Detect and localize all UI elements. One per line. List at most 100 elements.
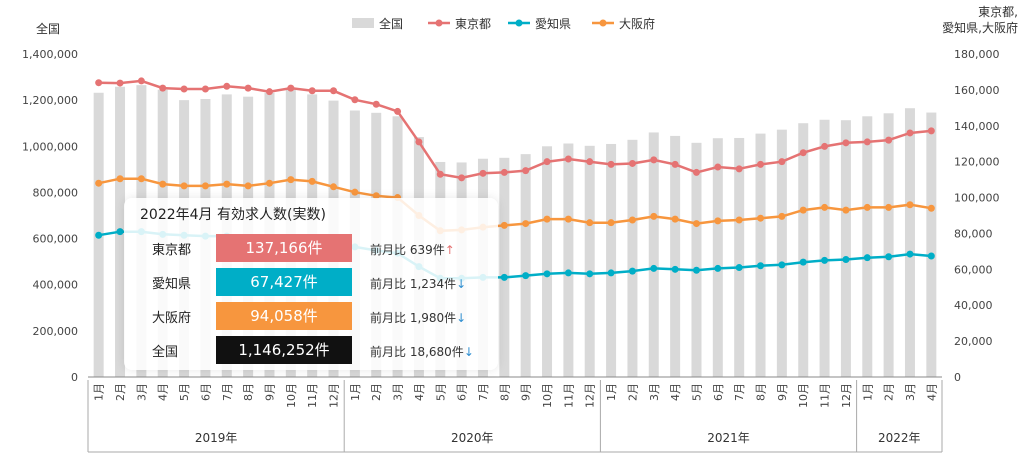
x-tick-label: 8月 bbox=[242, 383, 255, 401]
legend-label: 愛知県 bbox=[535, 17, 571, 31]
data-point-東京都 bbox=[372, 100, 380, 108]
bar-national bbox=[819, 119, 830, 377]
data-point-大阪府 bbox=[287, 176, 295, 184]
data-point-東京都 bbox=[436, 170, 444, 178]
legend-label: 大阪府 bbox=[619, 16, 655, 31]
data-point-東京都 bbox=[479, 169, 487, 177]
data-point-大阪府 bbox=[244, 182, 252, 190]
right-axis-tick-label: 100,000 bbox=[954, 192, 1000, 205]
data-point-東京都 bbox=[607, 160, 615, 168]
x-tick-label: 3月 bbox=[135, 383, 148, 401]
data-point-大阪府 bbox=[821, 203, 829, 211]
data-point-大阪府 bbox=[628, 216, 636, 224]
right-axis-tick-label: 0 bbox=[954, 371, 961, 384]
x-tick-label: 9月 bbox=[776, 383, 789, 401]
x-tick-label: 8月 bbox=[498, 383, 511, 401]
data-point-大阪府 bbox=[500, 221, 508, 229]
year-label: 2019年 bbox=[195, 431, 238, 445]
x-tick-label: 3月 bbox=[904, 383, 917, 401]
data-point-愛知県 bbox=[522, 272, 530, 280]
bar-national bbox=[883, 113, 894, 377]
data-point-東京都 bbox=[799, 149, 807, 157]
info-row-value: 94,058件 bbox=[216, 302, 352, 330]
data-point-愛知県 bbox=[778, 261, 786, 269]
right-axis-tick-label: 180,000 bbox=[954, 48, 1000, 61]
data-point-大阪府 bbox=[159, 180, 167, 188]
left-axis-tick-label: 1,400,000 bbox=[22, 48, 78, 61]
x-tick-label: 8月 bbox=[755, 383, 768, 401]
info-row-osaka: 大阪府 94,058件 前月比 1,980件↓ bbox=[124, 302, 498, 330]
bar-national bbox=[712, 138, 723, 377]
left-axis-tick-label: 0 bbox=[71, 371, 78, 384]
data-point-東京都 bbox=[885, 136, 893, 144]
legend-marker bbox=[515, 19, 523, 27]
data-point-大阪府 bbox=[95, 179, 103, 187]
data-point-東京都 bbox=[330, 87, 338, 95]
x-tick-label: 2月 bbox=[626, 383, 639, 401]
data-point-大阪府 bbox=[265, 179, 273, 187]
x-tick-label: 1月 bbox=[861, 383, 874, 401]
x-tick-label: 10月 bbox=[797, 383, 810, 408]
x-tick-label: 4月 bbox=[925, 383, 938, 401]
data-point-愛知県 bbox=[650, 264, 658, 272]
data-point-愛知県 bbox=[500, 273, 508, 281]
bar-national bbox=[520, 154, 531, 377]
data-point-東京都 bbox=[244, 84, 252, 92]
info-row-aichi: 愛知県 67,427件 前月比 1,234件↓ bbox=[124, 268, 498, 296]
right-axis-tick-label: 20,000 bbox=[954, 335, 993, 348]
data-point-東京都 bbox=[159, 84, 167, 92]
x-tick-label: 1月 bbox=[93, 383, 106, 401]
bar-national bbox=[755, 133, 766, 377]
x-tick-label: 7月 bbox=[221, 383, 234, 401]
data-point-大阪府 bbox=[757, 214, 765, 222]
data-point-大阪府 bbox=[201, 182, 209, 190]
data-point-愛知県 bbox=[863, 254, 871, 262]
x-tick-label: 1月 bbox=[349, 383, 362, 401]
data-point-東京都 bbox=[522, 167, 530, 175]
left-axis-tick-label: 800,000 bbox=[33, 186, 79, 199]
info-row-change: 前月比 1,980件↓ bbox=[370, 311, 467, 325]
data-point-東京都 bbox=[500, 168, 508, 176]
data-point-大阪府 bbox=[372, 192, 380, 200]
data-point-愛知県 bbox=[885, 253, 893, 261]
info-row-change: 前月比 18,680件↓ bbox=[370, 345, 474, 359]
bar-national bbox=[542, 146, 553, 377]
data-point-東京都 bbox=[927, 127, 935, 135]
x-tick-label: 5月 bbox=[434, 383, 447, 401]
x-tick-label: 12月 bbox=[584, 383, 597, 408]
data-point-大阪府 bbox=[543, 215, 551, 223]
data-point-大阪府 bbox=[586, 219, 594, 227]
x-tick-label: 6月 bbox=[456, 383, 469, 401]
data-point-東京都 bbox=[415, 138, 423, 146]
x-tick-label: 6月 bbox=[712, 383, 725, 401]
data-point-大阪府 bbox=[650, 212, 658, 220]
data-point-東京都 bbox=[180, 85, 188, 93]
info-row-name: 全国 bbox=[152, 345, 179, 360]
series-line-大阪府 bbox=[98, 177, 932, 233]
x-tick-label: 7月 bbox=[477, 383, 490, 401]
bar-national bbox=[798, 123, 809, 377]
x-tick-label: 1月 bbox=[605, 383, 618, 401]
data-point-東京都 bbox=[116, 79, 124, 87]
data-point-大阪府 bbox=[885, 203, 893, 211]
data-point-東京都 bbox=[778, 158, 786, 166]
legend-marker bbox=[435, 19, 443, 27]
year-label: 2020年 bbox=[451, 431, 494, 445]
x-tick-label: 2月 bbox=[114, 383, 127, 401]
info-row-national: 全国 1,146,252件 前月比 18,680件↓ bbox=[124, 336, 498, 364]
legend-label: 東京都 bbox=[455, 17, 491, 31]
data-point-大阪府 bbox=[522, 220, 530, 228]
data-point-大阪府 bbox=[692, 220, 700, 228]
data-point-東京都 bbox=[137, 77, 145, 85]
data-point-大阪府 bbox=[137, 175, 145, 183]
left-axis-tick-label: 1,200,000 bbox=[22, 94, 78, 107]
right-axis-title: 東京都, bbox=[978, 5, 1018, 19]
data-point-東京都 bbox=[714, 163, 722, 171]
data-point-東京都 bbox=[308, 87, 316, 95]
right-axis-tick-label: 160,000 bbox=[954, 84, 1000, 97]
data-point-愛知県 bbox=[628, 267, 636, 275]
bar-national bbox=[840, 120, 851, 377]
data-point-東京都 bbox=[735, 165, 743, 173]
arrow-down-icon: ↓ bbox=[456, 277, 467, 291]
data-point-東京都 bbox=[394, 107, 402, 115]
